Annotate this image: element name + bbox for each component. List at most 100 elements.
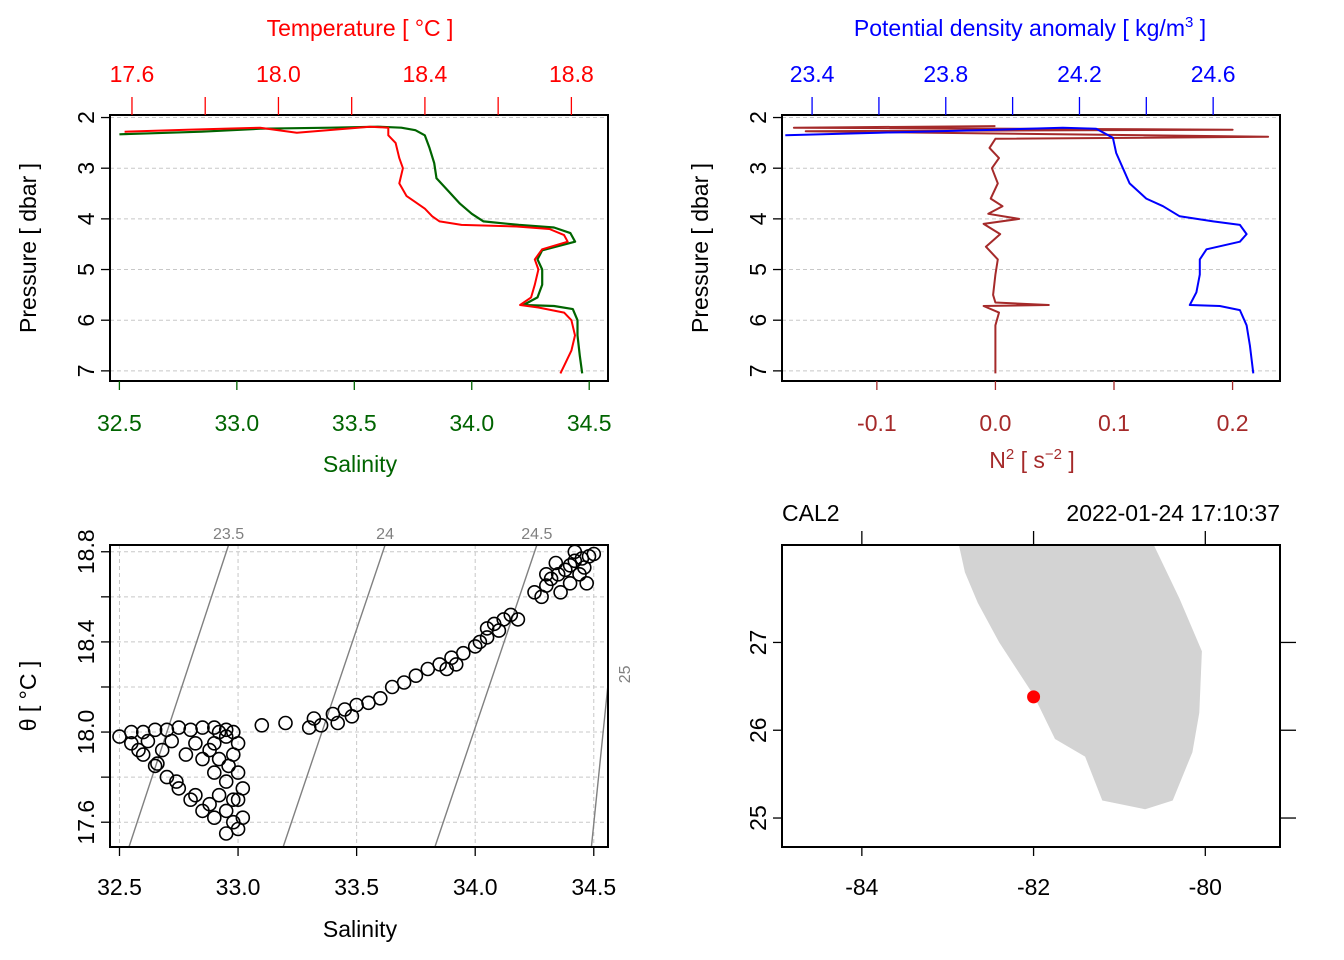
top-axis-tick-label: 18.0 <box>256 61 301 87</box>
isopycnal-line <box>590 684 609 848</box>
density-title-end: ] <box>1193 15 1206 41</box>
ts-point <box>164 733 179 749</box>
ts-point <box>131 742 146 758</box>
ts-point <box>150 756 165 771</box>
theta-tick-label: 17.6 <box>73 800 99 845</box>
panel-frame <box>109 114 609 382</box>
pressure-tick-label: 2 <box>745 111 771 124</box>
top-axis-tick-label: 24.2 <box>1057 61 1102 87</box>
ts-point <box>218 729 234 744</box>
pressure-axis-title: Pressure [ dbar ] <box>15 163 41 333</box>
ts-point <box>567 553 583 569</box>
ts-point <box>218 826 234 841</box>
pressure-tick-label: 4 <box>745 212 771 225</box>
ts-point <box>372 690 388 706</box>
ts-point <box>147 722 163 738</box>
station-label: CAL2 <box>782 500 840 526</box>
ts-point <box>278 715 293 731</box>
n2-title-sup: 2 <box>1006 446 1014 463</box>
isopycnal-line <box>282 544 386 848</box>
station-marker <box>1027 690 1041 704</box>
salinity-axis-title: Salinity <box>323 451 398 477</box>
bottom-axis-tick-label: 32.5 <box>97 410 142 436</box>
ts-point <box>534 589 549 605</box>
potential-density-anomaly-line <box>785 126 1255 374</box>
temperature-axis-title: Temperature [ °C ] <box>267 15 454 41</box>
pressure-axis-title: Pressure [ dbar ] <box>687 163 713 333</box>
n2-title-sup2: −2 <box>1045 446 1062 463</box>
theta-tick-label: 18.0 <box>73 710 99 755</box>
theta-tick-label: 18.8 <box>73 529 99 574</box>
salinity-tick-label: 33.0 <box>216 874 261 900</box>
ts-point <box>562 575 578 591</box>
ts-point <box>169 774 184 789</box>
ts-point <box>503 607 519 623</box>
top-axis-tick-label: 23.8 <box>923 61 968 87</box>
ts-point <box>550 566 566 582</box>
isopycnal-line <box>128 544 230 848</box>
pressure-tick-label: 4 <box>73 212 99 225</box>
ts-point <box>188 735 203 751</box>
ts-point <box>235 781 251 796</box>
ts-point <box>557 562 573 578</box>
land-polygon <box>958 545 1202 810</box>
pressure-tick-label: 5 <box>745 263 771 276</box>
pressure-tick-label: 6 <box>73 314 99 327</box>
ts-point <box>479 630 495 645</box>
ts-point <box>467 639 483 654</box>
panel-station-map: -84 -82 -80 25 26 27 CAL2 2022-01-24 17:10:37 <box>745 500 1296 900</box>
pressure-tick-label: 7 <box>745 364 771 377</box>
theta-tick-label: 18.4 <box>73 619 99 664</box>
top-axis-tick-label: 18.8 <box>549 61 594 87</box>
longitude-tick-label: -80 <box>1189 874 1222 900</box>
ts-point <box>230 765 246 780</box>
ts-point <box>576 560 592 575</box>
top-axis-tick-label: 17.6 <box>110 61 155 87</box>
ts-point <box>496 612 512 627</box>
ts-point <box>486 616 502 632</box>
ts-point <box>195 720 210 735</box>
ts-point <box>235 810 251 826</box>
ts-point <box>207 765 222 780</box>
ts-point <box>171 781 187 796</box>
ts-point <box>195 751 210 767</box>
pressure-tick-label: 3 <box>73 162 99 175</box>
density-title-sup: 3 <box>1185 14 1193 31</box>
ts-point <box>226 792 241 808</box>
pressure-tick-label: 6 <box>745 314 771 327</box>
ts-point <box>472 634 488 650</box>
ts-xlabel: Salinity <box>323 916 398 942</box>
panel-ts-diagram: 32.5 33.0 33.5 34.0 34.5 17.6 18.0 18.4 18.8 23.5… <box>15 526 634 942</box>
isopycnal-label: 24.5 <box>521 526 552 543</box>
ts-point <box>154 742 170 758</box>
ts-point <box>479 621 495 636</box>
bottom-axis-tick-label: -0.1 <box>857 410 897 436</box>
bottom-axis-tick-label: 0.0 <box>979 410 1011 436</box>
ts-point <box>330 715 346 731</box>
isopycnal-label: 23.5 <box>213 526 244 543</box>
ts-point <box>183 722 198 738</box>
salinity-line <box>119 125 584 374</box>
panel-density-n2: 2 3 4 5 6 7 -0.1 0.0 0.1 0.2 23.4 23.8 24.2 24.6 Pote… <box>687 14 1281 473</box>
ts-point <box>510 612 526 627</box>
pressure-tick-label: 2 <box>73 111 99 124</box>
ts-point <box>124 724 139 740</box>
bottom-axis-tick-label: 33.5 <box>332 410 377 436</box>
ts-point <box>543 571 559 587</box>
ts-point <box>306 711 322 726</box>
ts-point <box>140 733 156 749</box>
latitude-tick-label: 26 <box>745 717 771 743</box>
isopycnal-label: 25 <box>617 665 634 683</box>
latitude-tick-label: 25 <box>745 805 771 831</box>
ts-point <box>455 645 471 661</box>
ts-point <box>408 668 424 684</box>
ts-point <box>548 555 564 571</box>
bottom-axis-tick-label: 0.2 <box>1217 410 1249 436</box>
longitude-tick-label: -82 <box>1017 874 1050 900</box>
ts-point <box>147 758 163 774</box>
pressure-tick-label: 7 <box>73 364 99 377</box>
ts-point <box>527 584 542 600</box>
ts-point <box>439 661 455 677</box>
ts-point <box>211 787 227 803</box>
